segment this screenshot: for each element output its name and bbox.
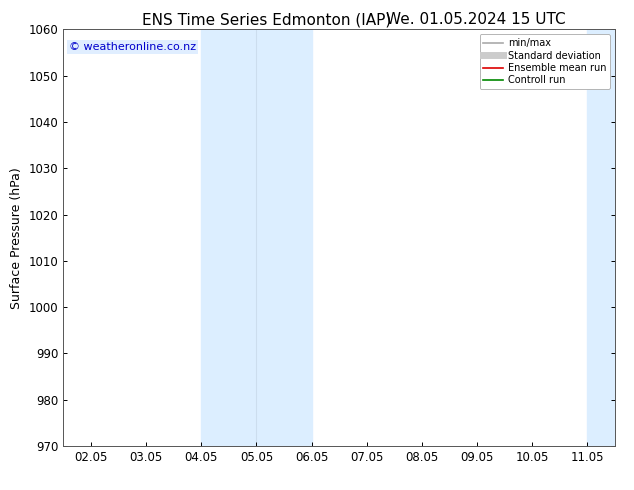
Text: ENS Time Series Edmonton (IAP): ENS Time Series Edmonton (IAP) [141,12,391,27]
Legend: min/max, Standard deviation, Ensemble mean run, Controll run: min/max, Standard deviation, Ensemble me… [479,34,610,89]
Y-axis label: Surface Pressure (hPa): Surface Pressure (hPa) [10,167,23,309]
Text: We. 01.05.2024 15 UTC: We. 01.05.2024 15 UTC [385,12,566,27]
Bar [256,29,312,446]
Bar [202,29,256,446]
Text: © weatheronline.co.nz: © weatheronline.co.nz [69,42,196,52]
Bar [588,29,615,446]
